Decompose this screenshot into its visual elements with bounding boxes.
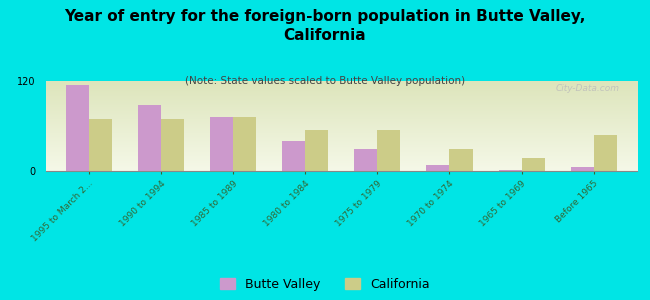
Text: (Note: State values scaled to Butte Valley population): (Note: State values scaled to Butte Vall…	[185, 76, 465, 86]
Text: Year of entry for the foreign-born population in Butte Valley,
California: Year of entry for the foreign-born popul…	[64, 9, 586, 43]
Text: City-Data.com: City-Data.com	[555, 84, 619, 93]
Bar	[449, 148, 473, 171]
Bar	[354, 148, 377, 171]
Bar	[89, 118, 112, 171]
Bar	[282, 141, 306, 171]
Bar	[210, 117, 233, 171]
Bar	[161, 118, 184, 171]
Bar	[426, 165, 449, 171]
Bar	[571, 167, 593, 171]
Bar	[138, 105, 161, 171]
Bar	[66, 85, 89, 171]
Bar	[521, 158, 545, 171]
Legend: Butte Valley, California: Butte Valley, California	[220, 278, 430, 291]
Bar	[377, 130, 400, 171]
Bar	[499, 169, 521, 171]
Bar	[593, 135, 617, 171]
Bar	[233, 117, 256, 171]
Bar	[306, 130, 328, 171]
